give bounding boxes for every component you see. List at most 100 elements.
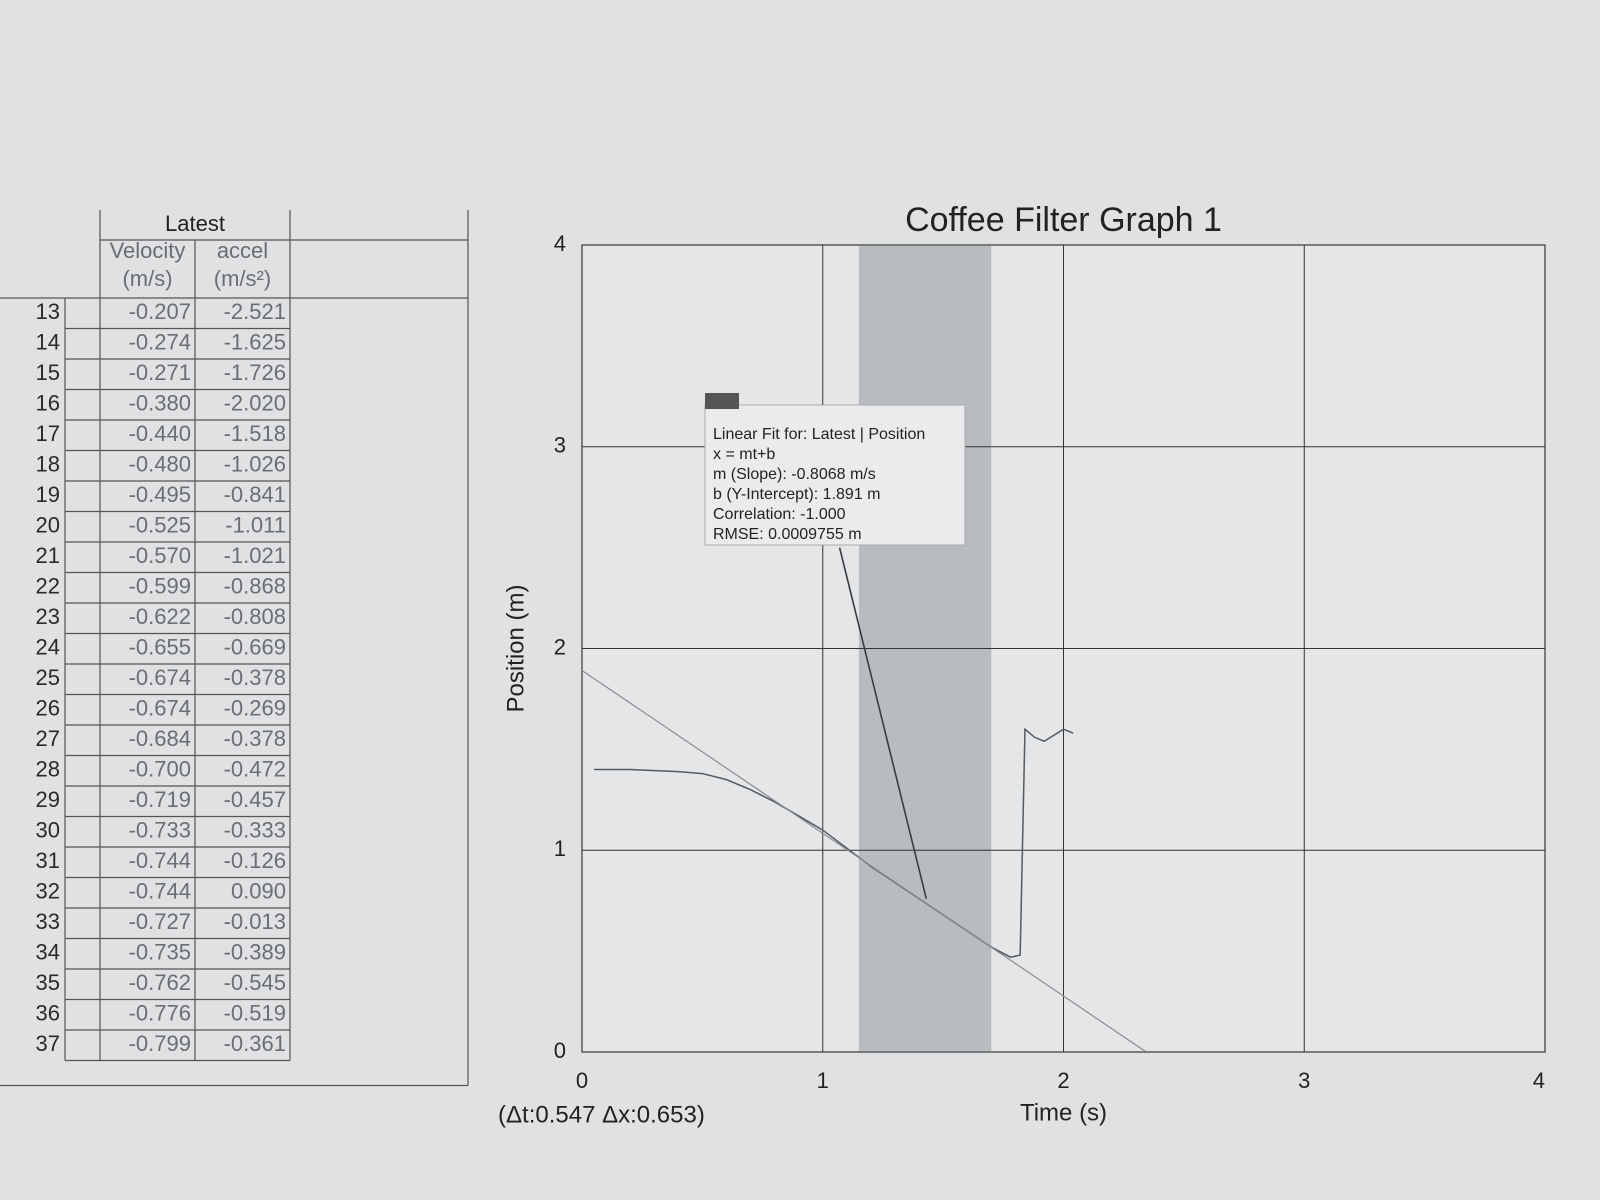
y-axis-label: Position (m) — [502, 584, 529, 712]
x-axis-label: Time (s) — [1020, 1099, 1107, 1126]
velocity-cell: -0.684 — [129, 726, 191, 751]
x-tick-label: 2 — [1057, 1068, 1069, 1093]
column-header: Velocity — [110, 238, 186, 263]
velocity-cell: -0.655 — [129, 635, 191, 660]
velocity-cell: -0.274 — [129, 330, 191, 355]
velocity-cell: -0.622 — [129, 604, 191, 629]
velocity-cell: -0.599 — [129, 574, 191, 599]
accel-cell: -1.021 — [224, 543, 286, 568]
velocity-cell: -0.727 — [129, 909, 191, 934]
row-number: 26 — [36, 696, 60, 721]
accel-cell: -1.726 — [224, 360, 286, 385]
velocity-cell: -0.380 — [129, 391, 191, 416]
fit-box-close — [705, 393, 739, 409]
row-number: 22 — [36, 574, 60, 599]
x-tick-label: 4 — [1533, 1068, 1545, 1093]
accel-cell: -0.378 — [224, 726, 286, 751]
row-number: 36 — [36, 1001, 60, 1026]
row-number: 13 — [36, 299, 60, 324]
row-number: 20 — [36, 513, 60, 538]
velocity-cell: -0.674 — [129, 696, 191, 721]
row-number: 23 — [36, 604, 60, 629]
accel-cell: -0.669 — [224, 635, 286, 660]
velocity-cell: -0.480 — [129, 452, 191, 477]
row-number: 16 — [36, 391, 60, 416]
velocity-cell: -0.271 — [129, 360, 191, 385]
velocity-cell: -0.744 — [129, 879, 191, 904]
velocity-cell: -0.525 — [129, 513, 191, 538]
velocity-cell: -0.495 — [129, 482, 191, 507]
row-number: 24 — [36, 635, 60, 660]
plot: Coffee Filter Graph 1 0 1 2 3 4 0 1 2 3 4 Time (s) P… — [498, 201, 1546, 1128]
accel-cell: -0.269 — [224, 696, 286, 721]
row-number: 27 — [36, 726, 60, 751]
velocity-cell: -0.762 — [129, 970, 191, 995]
fit-box-line: RMSE: 0.0009755 m — [713, 526, 862, 543]
fit-box-line: Linear Fit for: Latest | Position — [713, 426, 925, 443]
fit-box — [704, 404, 966, 546]
row-number: 31 — [36, 848, 60, 873]
series-line — [581, 669, 1146, 1052]
velocity-cell: -0.744 — [129, 848, 191, 873]
table-group-header: Latest — [165, 211, 225, 236]
row-number: 34 — [36, 940, 60, 965]
x-tick-label: 0 — [576, 1068, 588, 1093]
velocity-cell: -0.570 — [129, 543, 191, 568]
accel-cell: -1.026 — [224, 452, 286, 477]
row-number: 17 — [36, 421, 60, 446]
row-number: 37 — [36, 1031, 60, 1056]
row-number: 14 — [36, 330, 60, 355]
fit-box-line: Correlation: -1.000 — [713, 506, 846, 523]
row-number: 33 — [36, 909, 60, 934]
row-number: 19 — [36, 482, 60, 507]
accel-cell: -0.545 — [224, 970, 286, 995]
y-tick-label: 0 — [554, 1038, 566, 1063]
fit-box-line: m (Slope): -0.8068 m/s — [713, 466, 876, 483]
accel-cell: -0.841 — [224, 482, 286, 507]
column-header: (m/s) — [122, 266, 172, 291]
accel-cell: -0.378 — [224, 665, 286, 690]
accel-cell: -2.521 — [224, 299, 286, 324]
velocity-cell: -0.674 — [129, 665, 191, 690]
row-number: 25 — [36, 665, 60, 690]
y-tick-label: 1 — [554, 836, 566, 861]
x-tick-label: 1 — [817, 1068, 829, 1093]
row-number: 35 — [36, 970, 60, 995]
accel-cell: -0.389 — [224, 940, 286, 965]
velocity-cell: -0.207 — [129, 299, 191, 324]
velocity-cell: -0.700 — [129, 757, 191, 782]
velocity-cell: -0.735 — [129, 940, 191, 965]
fit-box-line: x = mt+b — [713, 446, 775, 463]
row-number: 18 — [36, 452, 60, 477]
accel-cell: -0.868 — [224, 574, 286, 599]
accel-cell: -1.011 — [225, 513, 286, 538]
x-tick-label: 3 — [1298, 1068, 1310, 1093]
row-number: 32 — [36, 879, 60, 904]
velocity-cell: -0.776 — [129, 1001, 191, 1026]
delta-label: (Δt:0.547 Δx:0.653) — [498, 1101, 705, 1128]
accel-cell: -0.333 — [224, 818, 286, 843]
accel-cell: 0.090 — [231, 879, 286, 904]
row-number: 15 — [36, 360, 60, 385]
accel-cell: -0.126 — [224, 848, 286, 873]
row-number: 29 — [36, 787, 60, 812]
accel-cell: -0.519 — [224, 1001, 286, 1026]
column-header: (m/s²) — [214, 266, 271, 291]
accel-cell: -1.518 — [224, 421, 286, 446]
y-tick-label: 3 — [554, 433, 566, 458]
velocity-cell: -0.733 — [129, 818, 191, 843]
accel-cell: -0.808 — [224, 604, 286, 629]
velocity-cell: -0.799 — [129, 1031, 191, 1056]
accel-cell: -0.472 — [224, 757, 286, 782]
accel-cell: -2.020 — [224, 391, 286, 416]
accel-cell: -0.013 — [224, 909, 286, 934]
y-tick-label: 2 — [554, 634, 566, 659]
column-header: accel — [217, 238, 268, 263]
y-tick-label: 4 — [554, 231, 566, 256]
accel-cell: -0.361 — [224, 1031, 286, 1056]
fit-box-line: b (Y-Intercept): 1.891 m — [713, 486, 881, 503]
velocity-cell: -0.719 — [129, 787, 191, 812]
